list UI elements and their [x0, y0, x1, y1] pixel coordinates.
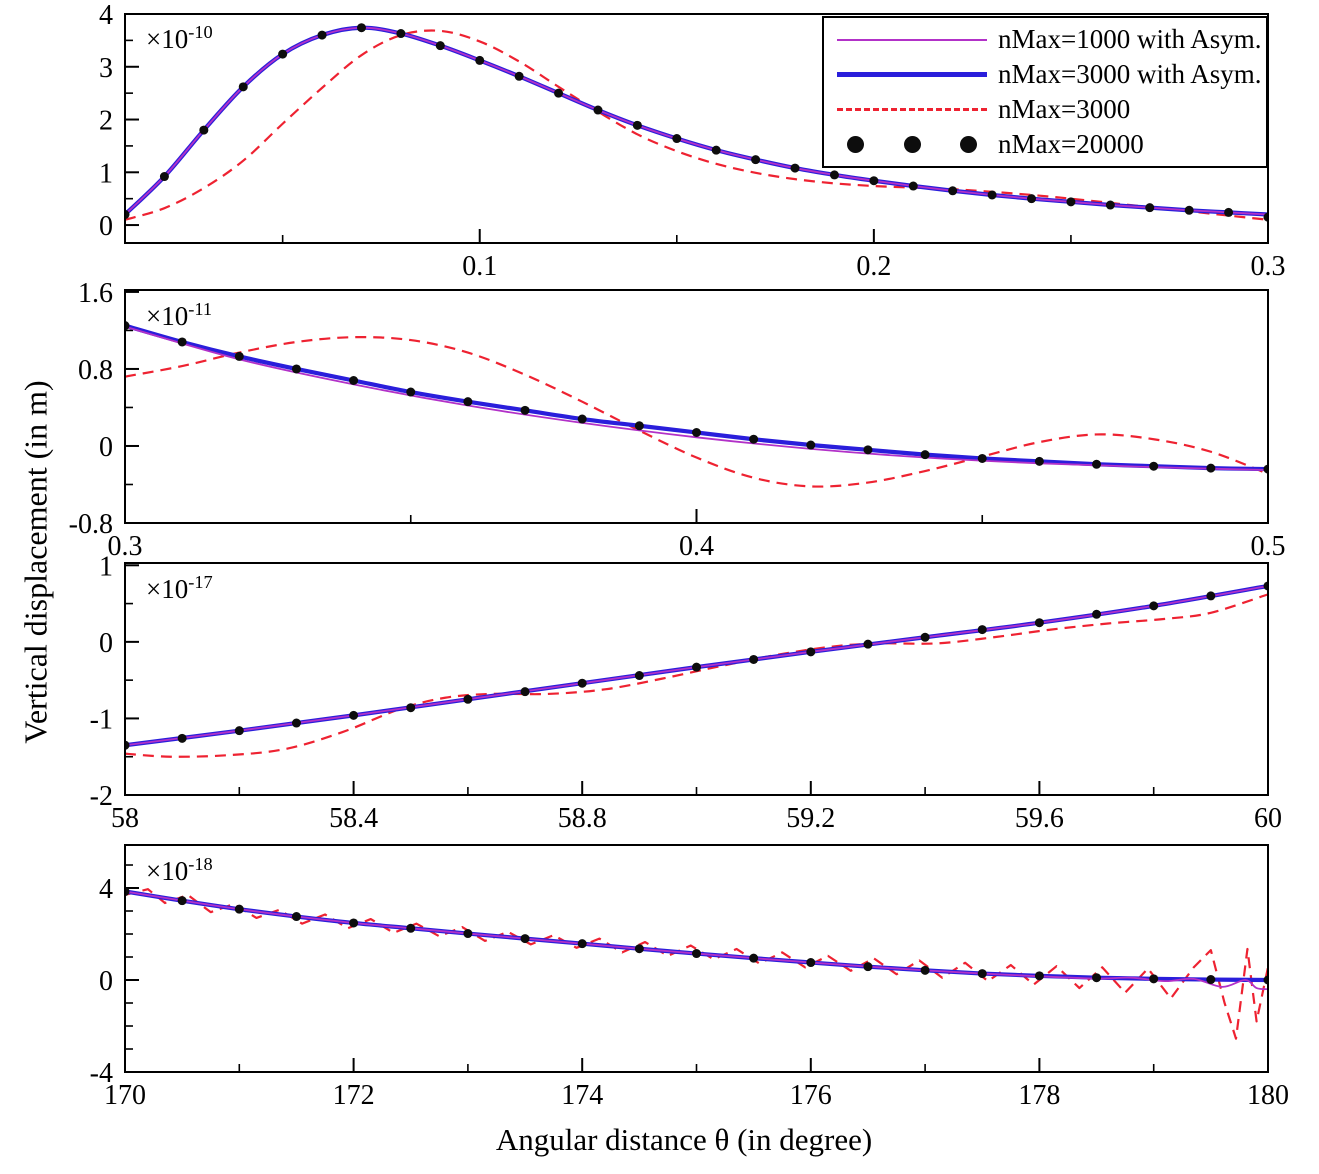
- svg-text:0: 0: [99, 432, 113, 463]
- legend-line-magenta-icon: [836, 38, 988, 41]
- scale-prefix: ×10: [146, 856, 189, 886]
- y-axis-title: Vertical displacement (in m): [17, 380, 54, 744]
- legend-label: nMax=20000: [998, 129, 1144, 159]
- svg-text:58.4: 58.4: [329, 803, 378, 834]
- svg-text:2: 2: [99, 106, 113, 137]
- legend-item-n20000: nMax=20000: [836, 128, 1266, 161]
- scale-exponent: -11: [188, 299, 213, 319]
- legend-dots-icon: [836, 136, 988, 153]
- svg-text:1: 1: [99, 158, 113, 189]
- svg-text:170: 170: [104, 1080, 146, 1111]
- scale-prefix: ×10: [146, 24, 189, 54]
- scale-annotation-panel1: ×10-10: [146, 22, 213, 55]
- legend-dashed-line-icon: [836, 108, 988, 111]
- svg-text:4: 4: [99, 0, 113, 31]
- legend-label: nMax=1000 with Asym.: [998, 24, 1262, 54]
- x-axis-title: Angular distance θ (in degree): [495, 1122, 873, 1157]
- svg-text:0: 0: [99, 966, 113, 997]
- svg-text:172: 172: [333, 1080, 375, 1111]
- svg-text:59.2: 59.2: [786, 803, 835, 834]
- svg-text:176: 176: [790, 1080, 832, 1111]
- svg-text:0.1: 0.1: [462, 251, 497, 282]
- scale-prefix: ×10: [146, 301, 189, 331]
- svg-text:-0.8: -0.8: [69, 509, 113, 540]
- svg-text:0.4: 0.4: [679, 531, 714, 562]
- svg-text:59.6: 59.6: [1015, 803, 1064, 834]
- svg-text:0.5: 0.5: [1251, 531, 1286, 562]
- legend: nMax=1000 with Asym. nMax=3000 with Asym…: [822, 16, 1268, 168]
- svg-text:0.8: 0.8: [78, 355, 113, 386]
- svg-text:1.6: 1.6: [78, 278, 113, 309]
- svg-text:180: 180: [1247, 1080, 1289, 1111]
- svg-text:60: 60: [1254, 803, 1282, 834]
- scale-annotation-panel4: ×10-18: [146, 854, 213, 887]
- svg-text:-2: -2: [90, 781, 113, 812]
- legend-line-blue-icon: [836, 72, 988, 77]
- svg-text:-4: -4: [90, 1058, 113, 1089]
- scale-annotation-panel2: ×10-11: [146, 299, 212, 332]
- scale-exponent: -10: [188, 22, 213, 42]
- svg-text:0: 0: [99, 628, 113, 659]
- legend-item-asym3000: nMax=3000 with Asym.: [836, 58, 1266, 91]
- svg-text:178: 178: [1018, 1080, 1060, 1111]
- legend-label: nMax=3000 with Asym.: [998, 59, 1262, 89]
- svg-text:0.2: 0.2: [856, 251, 891, 282]
- svg-text:0.3: 0.3: [1251, 251, 1286, 282]
- svg-text:4: 4: [99, 874, 113, 905]
- scale-exponent: -17: [188, 572, 213, 592]
- legend-label: nMax=3000: [998, 94, 1131, 124]
- scale-exponent: -18: [188, 854, 213, 874]
- svg-text:3: 3: [99, 53, 113, 84]
- svg-text:174: 174: [561, 1080, 603, 1111]
- svg-text:1: 1: [99, 551, 113, 582]
- svg-text:-1: -1: [90, 704, 113, 735]
- scale-annotation-panel3: ×10-17: [146, 572, 213, 605]
- svg-text:0: 0: [99, 211, 113, 242]
- svg-text:0.3: 0.3: [108, 531, 143, 562]
- scale-prefix: ×10: [146, 574, 189, 604]
- legend-item-n3000: nMax=3000: [836, 93, 1266, 126]
- legend-item-asym1000: nMax=1000 with Asym.: [836, 23, 1266, 56]
- svg-text:58.8: 58.8: [558, 803, 607, 834]
- svg-text:58: 58: [111, 803, 139, 834]
